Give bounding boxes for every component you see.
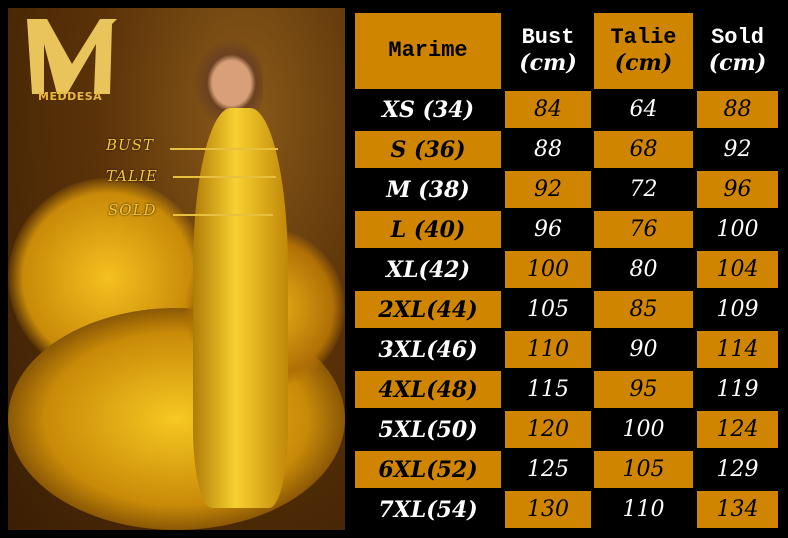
bust-cell: 120 [505, 411, 591, 448]
sold-cell: 114 [697, 331, 778, 368]
talie-cell: 95 [594, 371, 693, 408]
bust-cell: 115 [505, 371, 591, 408]
sold-cell: 119 [697, 371, 778, 408]
sold-cell: 134 [697, 491, 778, 528]
talie-cell: 105 [594, 451, 693, 488]
sold-cell: 109 [697, 291, 778, 328]
bust-cell: 100 [505, 251, 591, 288]
size-cell: XS (34) [355, 91, 501, 128]
bust-cell: 88 [505, 131, 591, 168]
bust-cell: 110 [505, 331, 591, 368]
talie-cell: 76 [594, 211, 693, 248]
bust-label: BUST [106, 136, 154, 154]
header-sold: Sold (cm) [697, 13, 778, 89]
bust-cell: 96 [505, 211, 591, 248]
talie-cell: 72 [594, 171, 693, 208]
bust-cell: 125 [505, 451, 591, 488]
header-unit: (cm) [614, 50, 673, 77]
model-dress [193, 108, 288, 508]
size-cell: M (38) [355, 171, 501, 208]
sold-cell: 104 [697, 251, 778, 288]
header-marime: Marime [355, 13, 501, 89]
header-label: Marime [388, 37, 468, 63]
size-cell: 4XL(48) [355, 371, 501, 408]
size-cell: 6XL(52) [355, 451, 501, 488]
header-label: Bust [521, 24, 575, 50]
size-cell: 7XL(54) [355, 491, 501, 528]
header-talie: Talie (cm) [594, 13, 693, 89]
size-cell: 2XL(44) [355, 291, 501, 328]
header-label: Sold [711, 24, 764, 50]
meddesa-logo [27, 19, 117, 94]
header-unit: (cm) [519, 50, 577, 77]
talie-cell: 100 [594, 411, 693, 448]
talie-cell: 90 [594, 331, 693, 368]
header-bust: Bust (cm) [505, 13, 591, 89]
model-photo: MEDDESA BUST TALIE SOLD [8, 8, 345, 530]
sold-cell: 129 [697, 451, 778, 488]
talie-cell: 68 [594, 131, 693, 168]
sold-cell: 88 [697, 91, 778, 128]
bust-line [170, 148, 278, 150]
size-cell: 5XL(50) [355, 411, 501, 448]
bust-cell: 92 [505, 171, 591, 208]
header-unit: (cm) [708, 50, 767, 77]
talie-cell: 110 [594, 491, 693, 528]
bust-cell: 130 [505, 491, 591, 528]
talie-cell: 85 [594, 291, 693, 328]
talie-label: TALIE [106, 167, 158, 185]
sold-line [173, 214, 273, 216]
talie-cell: 80 [594, 251, 693, 288]
sold-cell: 124 [697, 411, 778, 448]
sold-cell: 96 [697, 171, 778, 208]
sold-cell: 92 [697, 131, 778, 168]
size-cell: L (40) [355, 211, 501, 248]
talie-cell: 64 [594, 91, 693, 128]
sold-label: SOLD [108, 201, 157, 219]
sold-cell: 100 [697, 211, 778, 248]
size-cell: 3XL(46) [355, 331, 501, 368]
bust-cell: 105 [505, 291, 591, 328]
bust-cell: 84 [505, 91, 591, 128]
brand-name: MEDDESA [38, 90, 103, 103]
talie-line [173, 176, 276, 178]
header-label: Talie [610, 24, 677, 50]
size-cell: XL(42) [355, 251, 501, 288]
size-cell: S (36) [355, 131, 501, 168]
